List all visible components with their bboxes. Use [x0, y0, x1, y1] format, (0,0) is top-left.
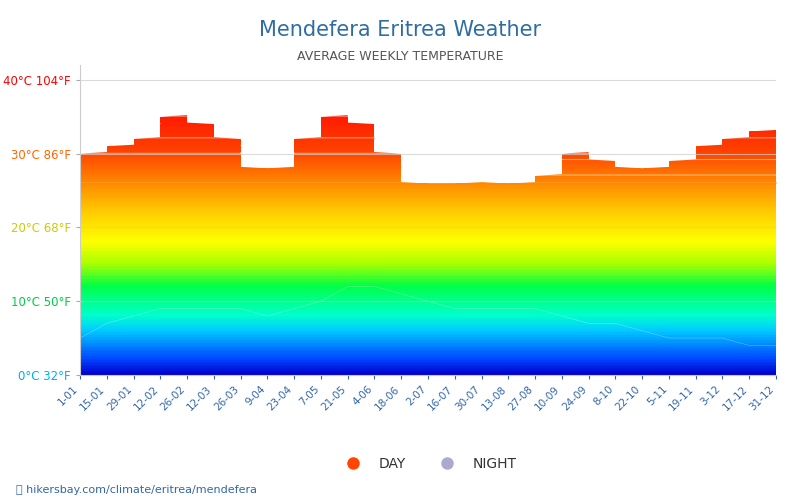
- Legend: DAY, NIGHT: DAY, NIGHT: [334, 452, 522, 476]
- Text: AVERAGE WEEKLY TEMPERATURE: AVERAGE WEEKLY TEMPERATURE: [297, 50, 503, 63]
- Text: Mendefera Eritrea Weather: Mendefera Eritrea Weather: [259, 20, 541, 40]
- Text: 🌐 hikersbay.com/climate/eritrea/mendefera: 🌐 hikersbay.com/climate/eritrea/mendefer…: [16, 485, 257, 495]
